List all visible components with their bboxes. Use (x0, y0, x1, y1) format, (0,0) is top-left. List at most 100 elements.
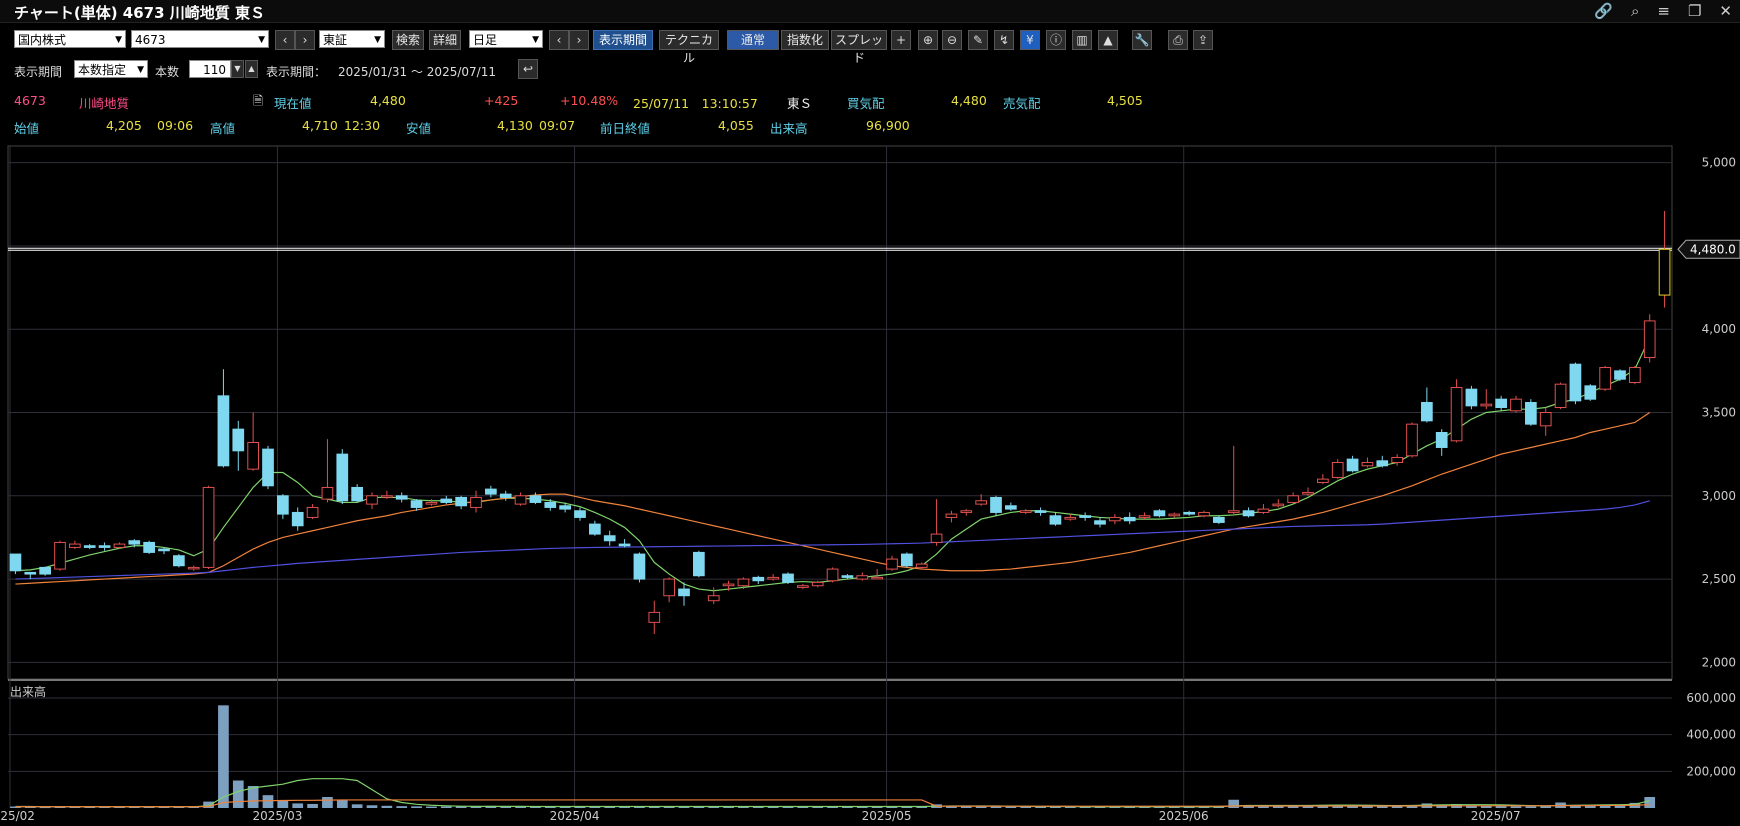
candle-body (1049, 515, 1062, 525)
count-down-icon[interactable]: ▼ (231, 60, 244, 78)
window-title: チャート(単体) 4673 川崎地質 東Ｓ (14, 4, 265, 22)
candle-body (1421, 402, 1433, 422)
my-chart-icon[interactable]: ▥ (1072, 30, 1092, 50)
crosshair-icon[interactable]: + (891, 30, 911, 50)
link-icon[interactable]: 🔗 (1594, 2, 1613, 20)
volume-bar (69, 806, 81, 808)
market-select[interactable]: 国内株式 ▼ (14, 30, 126, 48)
yen-icon[interactable]: ¥ (1020, 30, 1040, 50)
candle-body (1614, 370, 1626, 380)
candle-body (886, 558, 898, 570)
chevron-down-icon: ▼ (115, 35, 122, 45)
candle-body (1242, 510, 1255, 517)
reset-icon[interactable]: ↩ (518, 59, 538, 79)
title-bar: チャート(単体) 4673 川崎地質 東Ｓ 🔗 ⌕ ≡ ❐ ✕ (0, 0, 1740, 23)
volume-bar (1584, 805, 1596, 808)
info-icon[interactable]: ⓘ (1046, 30, 1066, 50)
pencil-icon[interactable]: ✎ (968, 30, 988, 50)
candle-body (366, 495, 378, 505)
exchange-select[interactable]: 東証 ▼ (319, 30, 385, 48)
candle-body (663, 578, 675, 597)
volume-bar (1287, 806, 1299, 808)
candle-body (54, 541, 66, 570)
index-mode-button[interactable]: 指数化 (781, 30, 829, 50)
market-value: 国内株式 (18, 33, 67, 47)
period-mode-select[interactable]: 本数指定 ▼ (74, 60, 148, 78)
price-tick-label: 3,500 (1702, 406, 1736, 420)
search-icon[interactable]: ⌕ (1630, 2, 1640, 20)
period-row: 表示期間 本数指定 ▼ 本数 110 ▼ ▲ 表示期間： 2025/01/31 ～… (0, 58, 1740, 82)
volume-bar (99, 806, 110, 808)
zoom-in-icon[interactable]: ⊕ (918, 30, 938, 50)
candle-body (291, 511, 304, 527)
print-icon[interactable]: ⎙ (1168, 30, 1188, 50)
document-icon[interactable]: 🗎 (253, 93, 264, 108)
candle-body (1465, 388, 1478, 407)
detail-button[interactable]: 詳細 (429, 30, 461, 50)
candle-body (1495, 398, 1507, 409)
chevron-down-icon: ▼ (137, 65, 144, 75)
volume-bar (782, 806, 794, 808)
count-input[interactable]: 110 (189, 60, 231, 78)
candle-body (1287, 495, 1299, 503)
volume-bar (1094, 806, 1106, 808)
export-icon[interactable]: ⇪ (1193, 30, 1213, 50)
volume-bar (960, 806, 972, 808)
volume-bar (426, 806, 437, 808)
prev-period-button[interactable]: ‹ (549, 30, 569, 50)
volume-bar (544, 806, 556, 808)
quote-market: 東Ｓ (787, 96, 813, 111)
bid-value: 4,480 (951, 93, 987, 108)
candle-body (1005, 505, 1017, 510)
candle-body (752, 576, 765, 582)
trend-icon[interactable]: ↯ (994, 30, 1014, 50)
candle-body (633, 553, 646, 580)
range-label: 表示期間： (266, 65, 327, 79)
restore-icon[interactable]: ❐ (1687, 2, 1702, 20)
moving-average-line (15, 500, 1650, 580)
volume-bar (797, 806, 809, 808)
prev-code-button[interactable]: ‹ (275, 30, 295, 50)
price-tick-label: 3,000 (1702, 489, 1736, 503)
candle-body (678, 588, 690, 597)
period-type-select[interactable]: 日足 ▼ (469, 30, 543, 48)
next-period-button[interactable]: › (569, 30, 589, 50)
candle-body (648, 611, 661, 623)
menu-icon[interactable]: ≡ (1657, 2, 1670, 20)
zoom-out-icon[interactable]: ⊖ (942, 30, 962, 50)
volume-bar (842, 806, 853, 808)
normal-mode-button[interactable]: 通常 (727, 30, 779, 50)
volume-bar (767, 806, 779, 808)
spread-mode-button[interactable]: スプレッド (831, 30, 887, 65)
search-button[interactable]: 検索 (392, 30, 424, 50)
area-chart-icon[interactable]: ▲ (1098, 30, 1118, 50)
volume-moving-average (15, 799, 1650, 808)
candle-body (1584, 385, 1597, 400)
close-icon[interactable]: ✕ (1719, 2, 1732, 20)
volume-bar (812, 806, 824, 808)
volume-bar (1243, 806, 1254, 808)
volume-bar (203, 801, 214, 808)
candle-body (1629, 367, 1641, 384)
code-input[interactable]: 4673 ▼ (131, 30, 269, 48)
display-period-button[interactable]: 表示期間 (593, 30, 653, 50)
candle-body (1213, 516, 1225, 523)
candle-body (514, 495, 527, 505)
candle-body (1569, 363, 1582, 402)
candle-body (1153, 510, 1166, 517)
candle-body (83, 545, 96, 548)
wrench-icon[interactable]: 🔧 (1132, 30, 1152, 50)
price-tick-label: 2,000 (1702, 655, 1736, 669)
technical-button[interactable]: テクニカル (659, 30, 719, 65)
open-label: 始値 (14, 121, 40, 136)
candle-body (113, 543, 126, 548)
low-value: 4,130 (497, 118, 533, 133)
volume-bar (827, 806, 838, 808)
count-up-icon[interactable]: ▲ (245, 60, 258, 78)
candle-body (1331, 461, 1344, 478)
next-code-button[interactable]: › (295, 30, 315, 50)
candle-body (173, 555, 185, 567)
current-price-label: 4,480.0 (1690, 242, 1736, 256)
volume-tick-label: 200,000 (1686, 764, 1736, 778)
